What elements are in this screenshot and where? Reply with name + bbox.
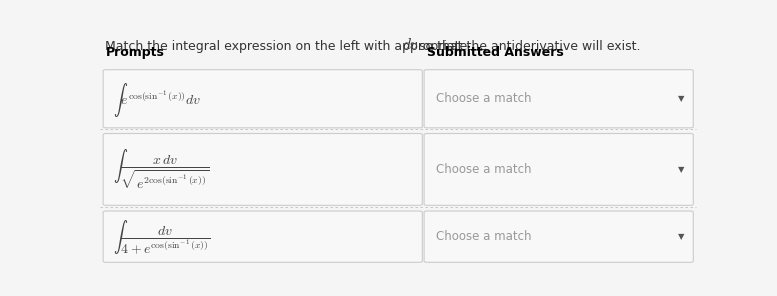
Text: so that the antiderivative will exist.: so that the antiderivative will exist.	[420, 40, 641, 53]
FancyBboxPatch shape	[424, 133, 693, 205]
Text: $\int \dfrac{x\,dv}{\sqrt{e^{2\cos(\sin^{-1}(x))}}}$: $\int \dfrac{x\,dv}{\sqrt{e^{2\cos(\sin^…	[113, 148, 210, 192]
Text: $dv$: $dv$	[402, 37, 420, 52]
Text: $\int e^{\cos(\sin^{-1}(x))}dv$: $\int e^{\cos(\sin^{-1}(x))}dv$	[113, 81, 202, 119]
FancyBboxPatch shape	[103, 70, 423, 128]
FancyBboxPatch shape	[103, 133, 423, 205]
Text: ▼: ▼	[678, 232, 685, 241]
Text: $\int \dfrac{dv}{4+e^{\cos(\sin^{-1}(x))}}$: $\int \dfrac{dv}{4+e^{\cos(\sin^{-1}(x))…	[113, 219, 211, 258]
Text: Submitted Answers: Submitted Answers	[427, 46, 564, 59]
Text: Choose a match: Choose a match	[436, 92, 531, 105]
Text: ▼: ▼	[678, 165, 685, 174]
FancyBboxPatch shape	[103, 211, 423, 262]
Text: ▼: ▼	[678, 94, 685, 103]
Text: Match the integral expression on the left with appropriate: Match the integral expression on the lef…	[105, 40, 467, 53]
FancyBboxPatch shape	[424, 70, 693, 128]
Text: Prompts: Prompts	[106, 46, 165, 59]
Text: Choose a match: Choose a match	[436, 163, 531, 176]
Text: Choose a match: Choose a match	[436, 230, 531, 243]
FancyBboxPatch shape	[424, 211, 693, 262]
